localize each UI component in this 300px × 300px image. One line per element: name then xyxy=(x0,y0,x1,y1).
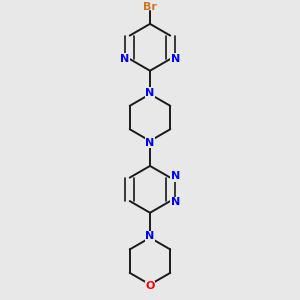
Text: N: N xyxy=(171,54,180,64)
Text: N: N xyxy=(146,137,154,148)
Text: N: N xyxy=(146,88,154,98)
Text: N: N xyxy=(171,197,180,207)
Text: Br: Br xyxy=(143,2,157,12)
Text: O: O xyxy=(145,281,155,291)
Text: N: N xyxy=(146,231,154,241)
Text: N: N xyxy=(171,171,180,182)
Text: N: N xyxy=(120,54,129,64)
